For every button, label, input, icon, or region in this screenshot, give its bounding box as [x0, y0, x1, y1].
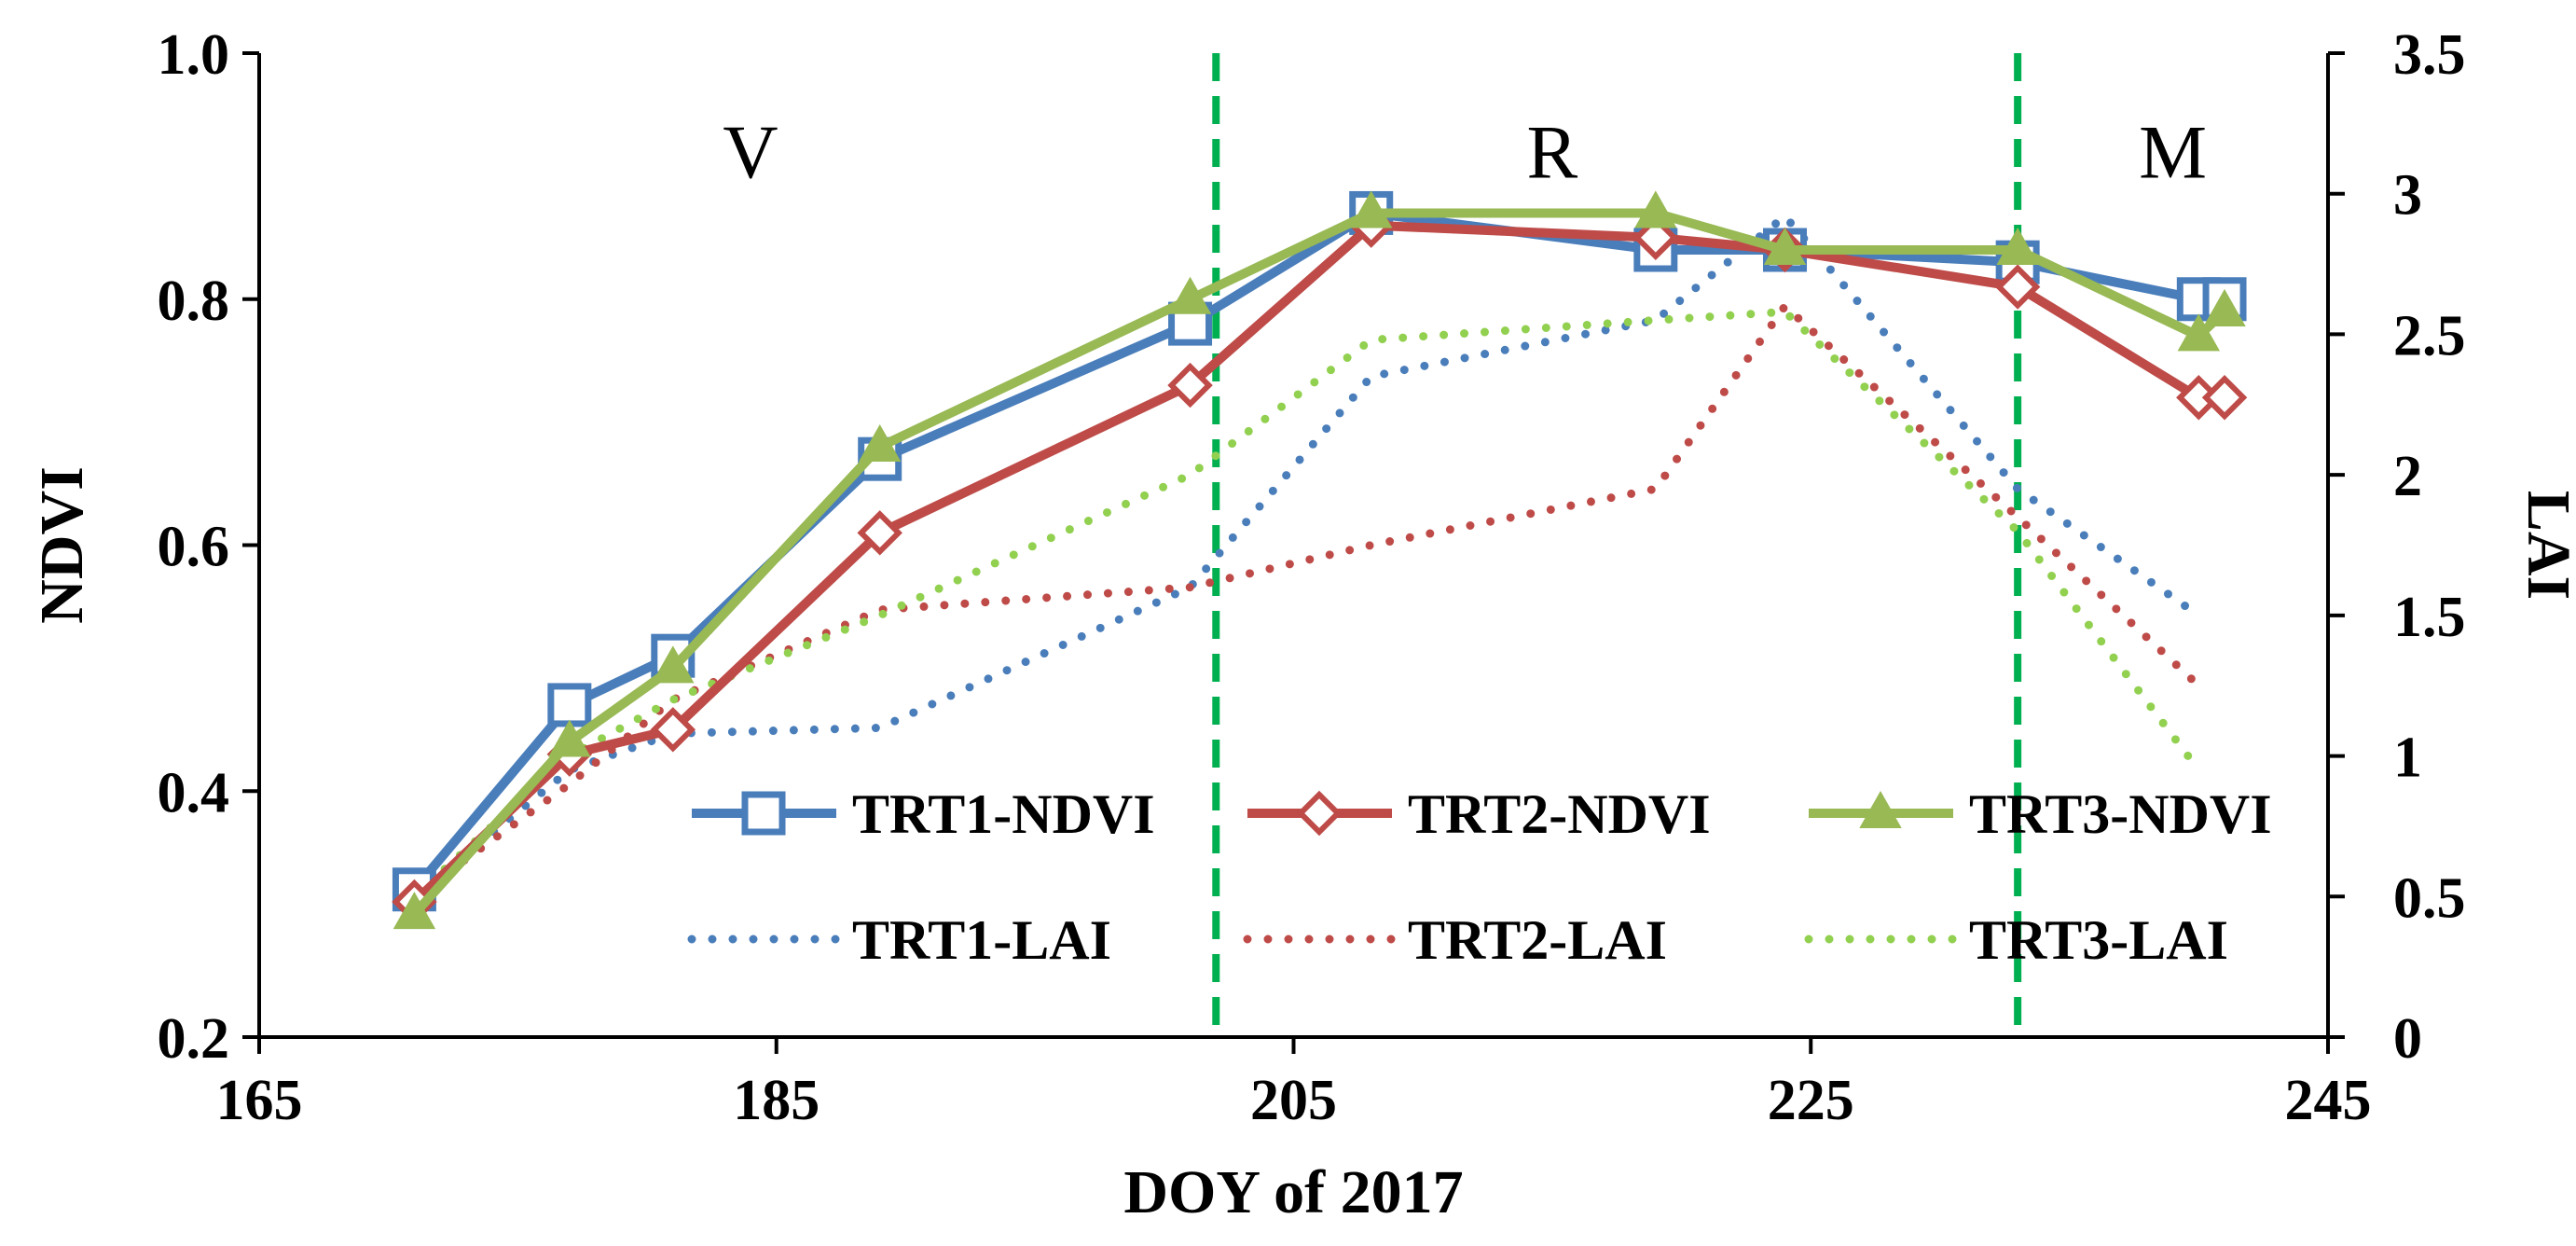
- stage-label: M: [2139, 110, 2207, 195]
- y2-tick-label: 2.5: [2393, 304, 2466, 367]
- legend-swatch-marker: [1859, 790, 1902, 828]
- legend-label: TRT3-NDVI: [1969, 783, 2272, 845]
- data-point-marker: [1349, 190, 1393, 228]
- legend-item: TRT2-NDVI: [1247, 783, 1711, 845]
- data-point-marker: [1996, 227, 2039, 265]
- stage-label: R: [1527, 110, 1578, 195]
- y-tick-label: 0.4: [158, 761, 230, 824]
- y-tick-label: 0.6: [158, 516, 230, 579]
- data-point-marker: [1634, 190, 1677, 228]
- x-tick-label: 185: [733, 1069, 820, 1132]
- data-point-marker: [2203, 288, 2246, 326]
- x-axis-title: DOY of 2017: [1123, 1158, 1463, 1226]
- series-line: [409, 307, 2203, 901]
- legend-label: TRT1-NDVI: [852, 783, 1155, 845]
- x-tick-label: 165: [216, 1069, 303, 1132]
- y2-tick-label: 3.5: [2393, 23, 2466, 87]
- x-tick-label: 225: [1768, 1069, 1854, 1132]
- legend-item: TRT3-NDVI: [1809, 783, 2272, 845]
- data-point-marker: [652, 645, 695, 684]
- series-trt3-lai: [409, 307, 2203, 901]
- x-tick-label: 205: [1250, 1069, 1337, 1132]
- y2-tick-label: 0.5: [2393, 866, 2466, 930]
- series-line: [410, 208, 2225, 893]
- y-tick-label: 1.0: [158, 23, 230, 87]
- series-trt3-ndvi: [393, 190, 2246, 930]
- y2-axis-title: LAI: [2514, 491, 2576, 600]
- legend-item: TRT1-NDVI: [692, 783, 1155, 845]
- legend-label: TRT2-LAI: [1408, 909, 1667, 971]
- y2-tick-label: 2: [2393, 445, 2422, 508]
- stage-label: V: [723, 110, 778, 195]
- y2-tick-label: 1: [2393, 727, 2422, 790]
- data-point-marker: [1168, 276, 1212, 314]
- data-point-marker: [548, 719, 591, 757]
- legend-swatch-marker: [1296, 790, 1343, 837]
- series-line: [409, 212, 2203, 901]
- y-tick-label: 0.8: [158, 270, 230, 333]
- legend-label: TRT2-NDVI: [1408, 783, 1711, 845]
- data-point-marker: [547, 683, 592, 727]
- legend-item: TRT1-LAI: [687, 909, 1111, 971]
- legend-item: TRT2-LAI: [1243, 909, 1667, 971]
- x-tick-label: 245: [2285, 1069, 2372, 1132]
- data-point-marker: [393, 892, 436, 930]
- legend-swatch-marker: [741, 791, 786, 836]
- data-point-marker: [2177, 313, 2221, 352]
- data-point-marker: [650, 707, 696, 753]
- legend-item: TRT3-LAI: [1804, 909, 2228, 971]
- y2-tick-label: 3: [2393, 164, 2422, 228]
- legend-label: TRT1-LAI: [852, 909, 1111, 971]
- data-point-marker: [857, 510, 902, 556]
- data-point-marker: [1632, 215, 1679, 261]
- data-point-marker: [2201, 375, 2248, 421]
- y-tick-label: 0.2: [158, 1007, 230, 1071]
- y2-tick-label: 0: [2393, 1007, 2422, 1071]
- data-point-marker: [1994, 264, 2041, 310]
- data-point-marker: [1167, 362, 1213, 408]
- y2-tick-label: 1.5: [2393, 586, 2466, 649]
- legend-label: TRT3-LAI: [1969, 909, 2228, 971]
- data-point-marker: [858, 423, 902, 462]
- y-axis-title: NDVI: [28, 466, 96, 624]
- series-trt1-lai: [409, 212, 2203, 901]
- data-point-marker: [1763, 227, 1807, 265]
